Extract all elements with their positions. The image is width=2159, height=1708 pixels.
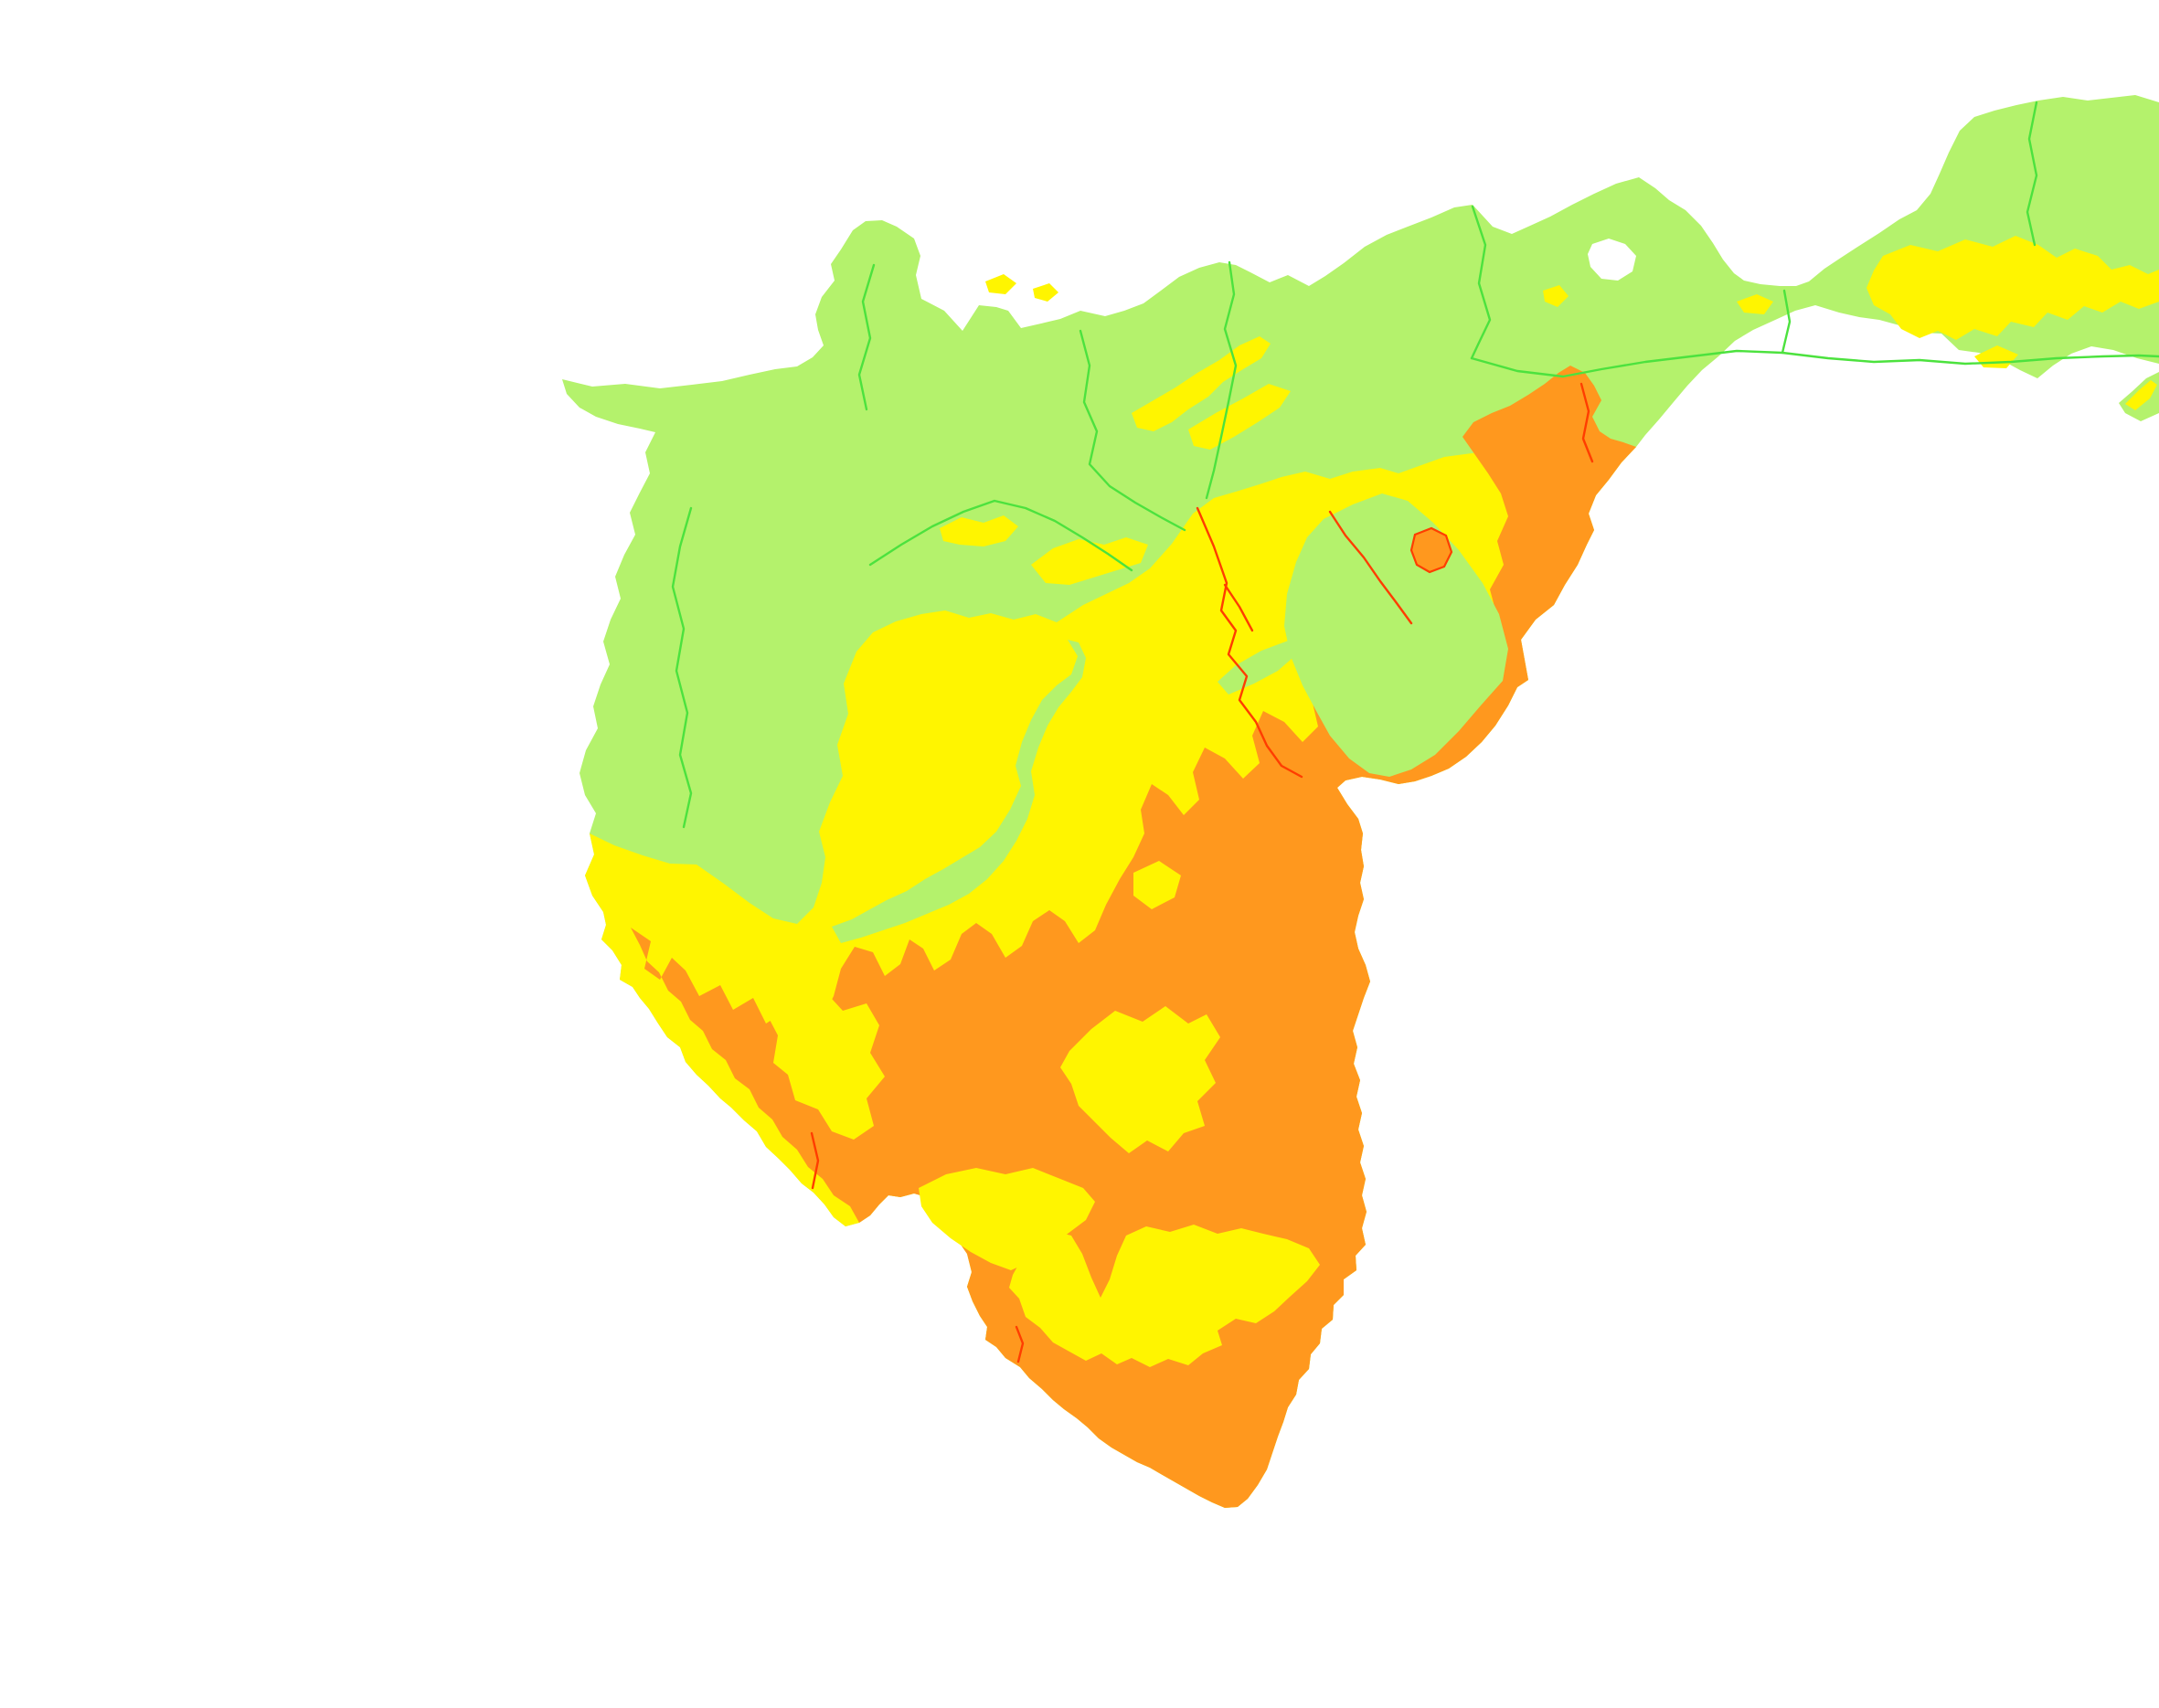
- district-border-red: [1579, 382, 1594, 463]
- yellow-zone-patch[interactable]: [1867, 236, 2159, 340]
- district-border-green: [868, 499, 1133, 572]
- district-border-green: [671, 506, 693, 829]
- green-valley-fan[interactable]: [1284, 493, 1508, 777]
- district-border-red: [1223, 583, 1254, 632]
- yellow-pocket-layer: [767, 861, 1320, 1367]
- green-valley-channel[interactable]: [832, 640, 1086, 943]
- district-border-green: [1470, 205, 1492, 360]
- yellow-zone-patch[interactable]: [1188, 384, 1291, 450]
- district-border-green: [2026, 101, 2038, 247]
- yellow-zone-pocket[interactable]: [919, 1168, 1095, 1270]
- district-border-green: [1470, 349, 2159, 378]
- water-layer: [1588, 239, 1636, 281]
- district-border-red: [1328, 510, 1413, 625]
- district-border-green: [1079, 329, 1186, 532]
- yellow-zone-pocket[interactable]: [767, 976, 885, 1140]
- district-border-green: [1781, 289, 1792, 355]
- yellow-zone-pocket[interactable]: [1133, 861, 1181, 909]
- green-valley-layer: [832, 493, 1508, 943]
- district-border-green: [1205, 260, 1238, 500]
- district-border-green: [857, 263, 876, 411]
- yellow-zone-patch[interactable]: [1737, 294, 1773, 314]
- yellow-zone-pocket[interactable]: [1009, 1225, 1320, 1367]
- green-valley-streak[interactable]: [1218, 640, 1292, 695]
- yellow-zone-patch[interactable]: [985, 274, 1016, 294]
- yellow-zone-pocket[interactable]: [1060, 1006, 1220, 1153]
- district-border-red: [1015, 1325, 1025, 1363]
- orange-zone-district-blob[interactable]: [1409, 526, 1453, 574]
- yellow-zone-patch[interactable]: [940, 515, 1018, 546]
- yellow-zone-patch[interactable]: [1543, 285, 1569, 307]
- yellow-zone-patch[interactable]: [1031, 537, 1148, 585]
- lake: [1588, 239, 1636, 281]
- district-border-red: [810, 1131, 820, 1190]
- yellow-zone-patch[interactable]: [1033, 283, 1058, 302]
- district-border-red: [1196, 506, 1303, 779]
- yellow-zone-patch[interactable]: [2125, 380, 2157, 410]
- district-border-layer: [671, 101, 2159, 1363]
- yellow-zone-patch[interactable]: [1132, 336, 1271, 431]
